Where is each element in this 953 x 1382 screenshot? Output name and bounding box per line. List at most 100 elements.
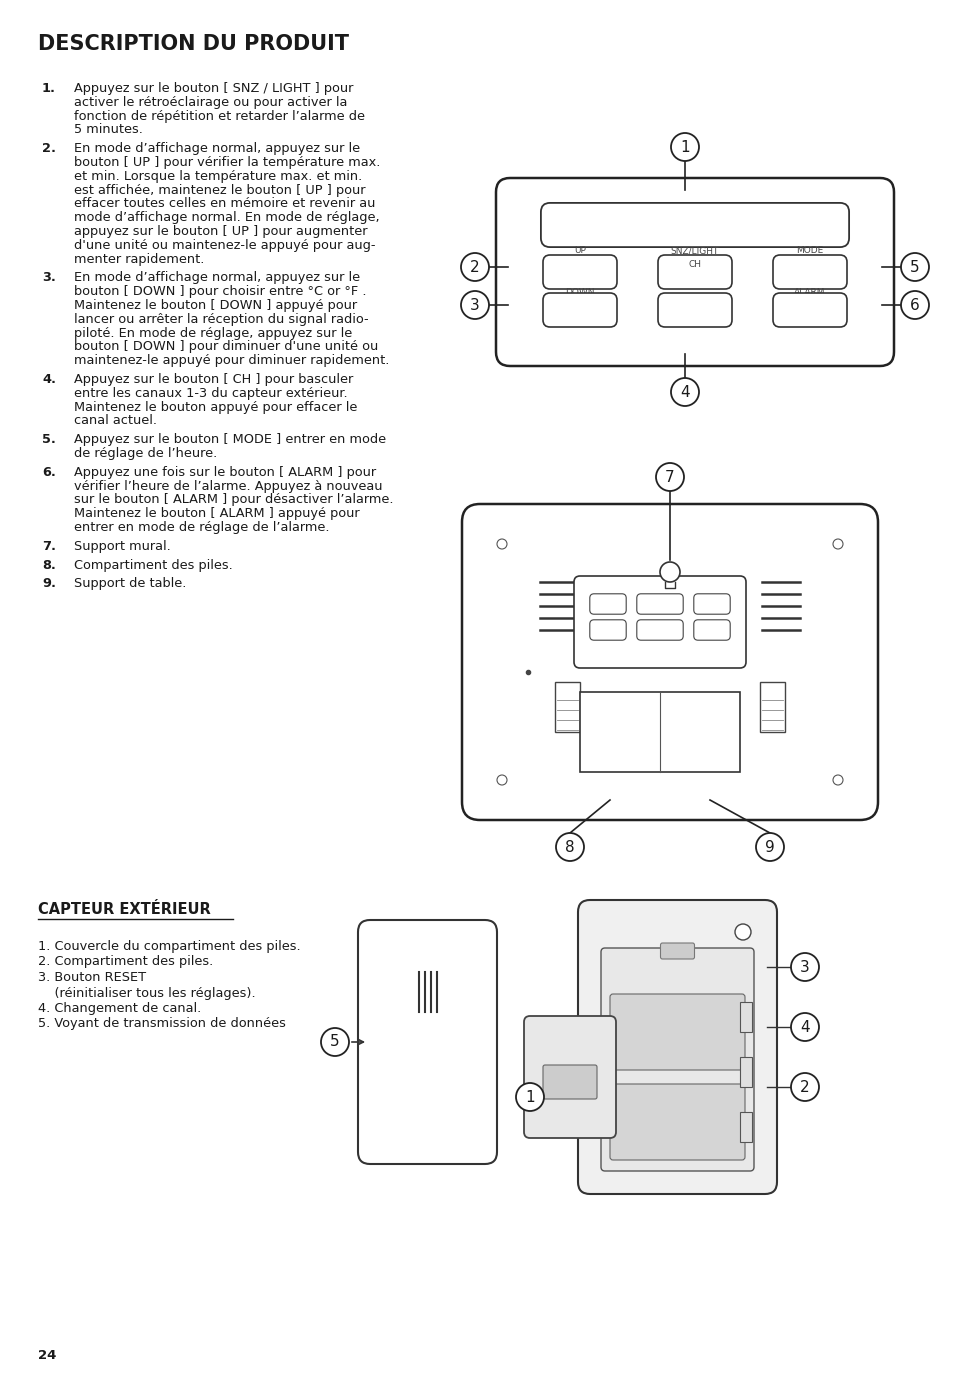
FancyBboxPatch shape bbox=[357, 920, 497, 1164]
Text: 2. Compartiment des piles.: 2. Compartiment des piles. bbox=[38, 955, 213, 969]
Circle shape bbox=[790, 1013, 818, 1041]
Circle shape bbox=[656, 463, 683, 491]
FancyBboxPatch shape bbox=[461, 504, 877, 820]
Text: DOWN: DOWN bbox=[565, 287, 594, 297]
FancyBboxPatch shape bbox=[658, 256, 731, 289]
Text: de réglage de l’heure.: de réglage de l’heure. bbox=[74, 446, 217, 460]
Text: UP: UP bbox=[574, 246, 585, 256]
Text: 3.: 3. bbox=[42, 271, 56, 285]
Text: bouton [ DOWN ] pour diminuer d'une unité ou: bouton [ DOWN ] pour diminuer d'une unit… bbox=[74, 340, 377, 354]
Text: mode d’affichage normal. En mode de réglage,: mode d’affichage normal. En mode de régl… bbox=[74, 211, 379, 224]
Text: 7.: 7. bbox=[42, 540, 56, 553]
Circle shape bbox=[497, 539, 506, 549]
Text: Support de table.: Support de table. bbox=[74, 578, 186, 590]
Text: piloté. En mode de réglage, appuyez sur le: piloté. En mode de réglage, appuyez sur … bbox=[74, 326, 352, 340]
Text: sur le bouton [ ALARM ] pour désactiver l’alarme.: sur le bouton [ ALARM ] pour désactiver … bbox=[74, 493, 393, 506]
FancyBboxPatch shape bbox=[659, 943, 694, 959]
Text: 2.: 2. bbox=[42, 142, 56, 155]
Text: En mode d’affichage normal, appuyez sur le: En mode d’affichage normal, appuyez sur … bbox=[74, 271, 359, 285]
Circle shape bbox=[670, 379, 699, 406]
FancyBboxPatch shape bbox=[637, 619, 682, 640]
Text: 8: 8 bbox=[564, 839, 575, 854]
Circle shape bbox=[832, 539, 842, 549]
Text: 4. Changement de canal.: 4. Changement de canal. bbox=[38, 1002, 201, 1014]
Text: vérifier l’heure de l’alarme. Appuyez à nouveau: vérifier l’heure de l’alarme. Appuyez à … bbox=[74, 480, 382, 492]
FancyBboxPatch shape bbox=[578, 900, 776, 1194]
FancyBboxPatch shape bbox=[772, 256, 846, 289]
FancyBboxPatch shape bbox=[693, 619, 729, 640]
Text: CAPTEUR EXTÉRIEUR: CAPTEUR EXTÉRIEUR bbox=[38, 902, 211, 918]
Text: SNZ/LIGHT: SNZ/LIGHT bbox=[670, 246, 719, 256]
Circle shape bbox=[734, 925, 750, 940]
Text: 5.: 5. bbox=[42, 433, 56, 446]
Text: Maintenez le bouton [ ALARM ] appuyé pour: Maintenez le bouton [ ALARM ] appuyé pou… bbox=[74, 507, 359, 520]
Text: Appuyez une fois sur le bouton [ ALARM ] pour: Appuyez une fois sur le bouton [ ALARM ]… bbox=[74, 466, 375, 478]
Text: fonction de répétition et retarder l’alarme de: fonction de répétition et retarder l’ala… bbox=[74, 109, 365, 123]
Bar bbox=[740, 1057, 751, 1088]
Circle shape bbox=[460, 253, 489, 281]
Text: SNZ/LIGHT: SNZ/LIGHT bbox=[645, 596, 674, 601]
Text: maintenez-le appuyé pour diminuer rapidement.: maintenez-le appuyé pour diminuer rapide… bbox=[74, 354, 389, 368]
Text: canal actuel.: canal actuel. bbox=[74, 415, 157, 427]
Circle shape bbox=[790, 954, 818, 981]
Text: 3. Bouton RESET: 3. Bouton RESET bbox=[38, 972, 146, 984]
Text: 9: 9 bbox=[764, 839, 774, 854]
Bar bbox=[740, 1113, 751, 1142]
Circle shape bbox=[670, 133, 699, 160]
Circle shape bbox=[460, 292, 489, 319]
Text: Maintenez le bouton appuyé pour effacer le: Maintenez le bouton appuyé pour effacer … bbox=[74, 401, 357, 413]
Text: bouton [ DOWN ] pour choisir entre °C or °F .: bouton [ DOWN ] pour choisir entre °C or… bbox=[74, 285, 366, 299]
Circle shape bbox=[320, 1028, 349, 1056]
Text: Appuyez sur le bouton [ CH ] pour basculer: Appuyez sur le bouton [ CH ] pour bascul… bbox=[74, 373, 353, 386]
Text: lancer ou arrêter la réception du signal radio-: lancer ou arrêter la réception du signal… bbox=[74, 312, 368, 326]
Circle shape bbox=[790, 1072, 818, 1101]
FancyBboxPatch shape bbox=[693, 594, 729, 614]
Circle shape bbox=[832, 775, 842, 785]
FancyBboxPatch shape bbox=[609, 994, 744, 1070]
Text: 3: 3 bbox=[470, 297, 479, 312]
Text: 3: 3 bbox=[800, 959, 809, 974]
Bar bbox=[740, 1002, 751, 1032]
FancyBboxPatch shape bbox=[772, 293, 846, 328]
FancyBboxPatch shape bbox=[589, 594, 625, 614]
Text: effacer toutes celles en mémoire et revenir au: effacer toutes celles en mémoire et reve… bbox=[74, 198, 375, 210]
Text: 2: 2 bbox=[800, 1079, 809, 1095]
FancyBboxPatch shape bbox=[658, 293, 731, 328]
Circle shape bbox=[659, 562, 679, 582]
Text: 5. Voyant de transmission de données: 5. Voyant de transmission de données bbox=[38, 1017, 286, 1031]
FancyBboxPatch shape bbox=[542, 256, 617, 289]
Text: Support mural.: Support mural. bbox=[74, 540, 171, 553]
Text: est affichée, maintenez le bouton [ UP ] pour: est affichée, maintenez le bouton [ UP ]… bbox=[74, 184, 365, 196]
Text: Maintenez le bouton [ DOWN ] appuyé pour: Maintenez le bouton [ DOWN ] appuyé pour bbox=[74, 299, 356, 312]
FancyBboxPatch shape bbox=[542, 293, 617, 328]
Text: 1: 1 bbox=[525, 1089, 535, 1104]
FancyBboxPatch shape bbox=[589, 619, 625, 640]
Text: 24: 24 bbox=[38, 1349, 56, 1363]
Bar bbox=[579, 692, 740, 773]
Text: (réinitialiser tous les réglages).: (réinitialiser tous les réglages). bbox=[38, 987, 255, 999]
Text: 4: 4 bbox=[679, 384, 689, 399]
Bar bbox=[760, 681, 784, 732]
Text: entrer en mode de réglage de l’alarme.: entrer en mode de réglage de l’alarme. bbox=[74, 521, 329, 533]
Text: 6: 6 bbox=[909, 297, 919, 312]
FancyBboxPatch shape bbox=[574, 576, 745, 668]
Text: CH: CH bbox=[655, 622, 664, 627]
Text: 9.: 9. bbox=[42, 578, 56, 590]
Text: menter rapidement.: menter rapidement. bbox=[74, 253, 204, 265]
Text: 4.: 4. bbox=[42, 373, 56, 386]
Text: 5: 5 bbox=[330, 1035, 339, 1049]
Text: ALARM: ALARM bbox=[702, 622, 720, 627]
Text: et min. Lorsque la température max. et min.: et min. Lorsque la température max. et m… bbox=[74, 170, 362, 182]
FancyBboxPatch shape bbox=[496, 178, 893, 366]
Text: ALARM: ALARM bbox=[794, 287, 825, 297]
Text: En mode d’affichage normal, appuyez sur le: En mode d’affichage normal, appuyez sur … bbox=[74, 142, 359, 155]
FancyBboxPatch shape bbox=[523, 1016, 616, 1137]
Text: appuyez sur le bouton [ UP ] pour augmenter: appuyez sur le bouton [ UP ] pour augmen… bbox=[74, 225, 367, 238]
FancyBboxPatch shape bbox=[542, 1066, 597, 1099]
Text: 1. Couvercle du compartiment des piles.: 1. Couvercle du compartiment des piles. bbox=[38, 940, 300, 954]
FancyBboxPatch shape bbox=[609, 1083, 744, 1159]
Text: MODE: MODE bbox=[796, 246, 822, 256]
Text: UP: UP bbox=[603, 596, 612, 601]
FancyBboxPatch shape bbox=[540, 203, 848, 247]
Bar bbox=[555, 681, 579, 732]
